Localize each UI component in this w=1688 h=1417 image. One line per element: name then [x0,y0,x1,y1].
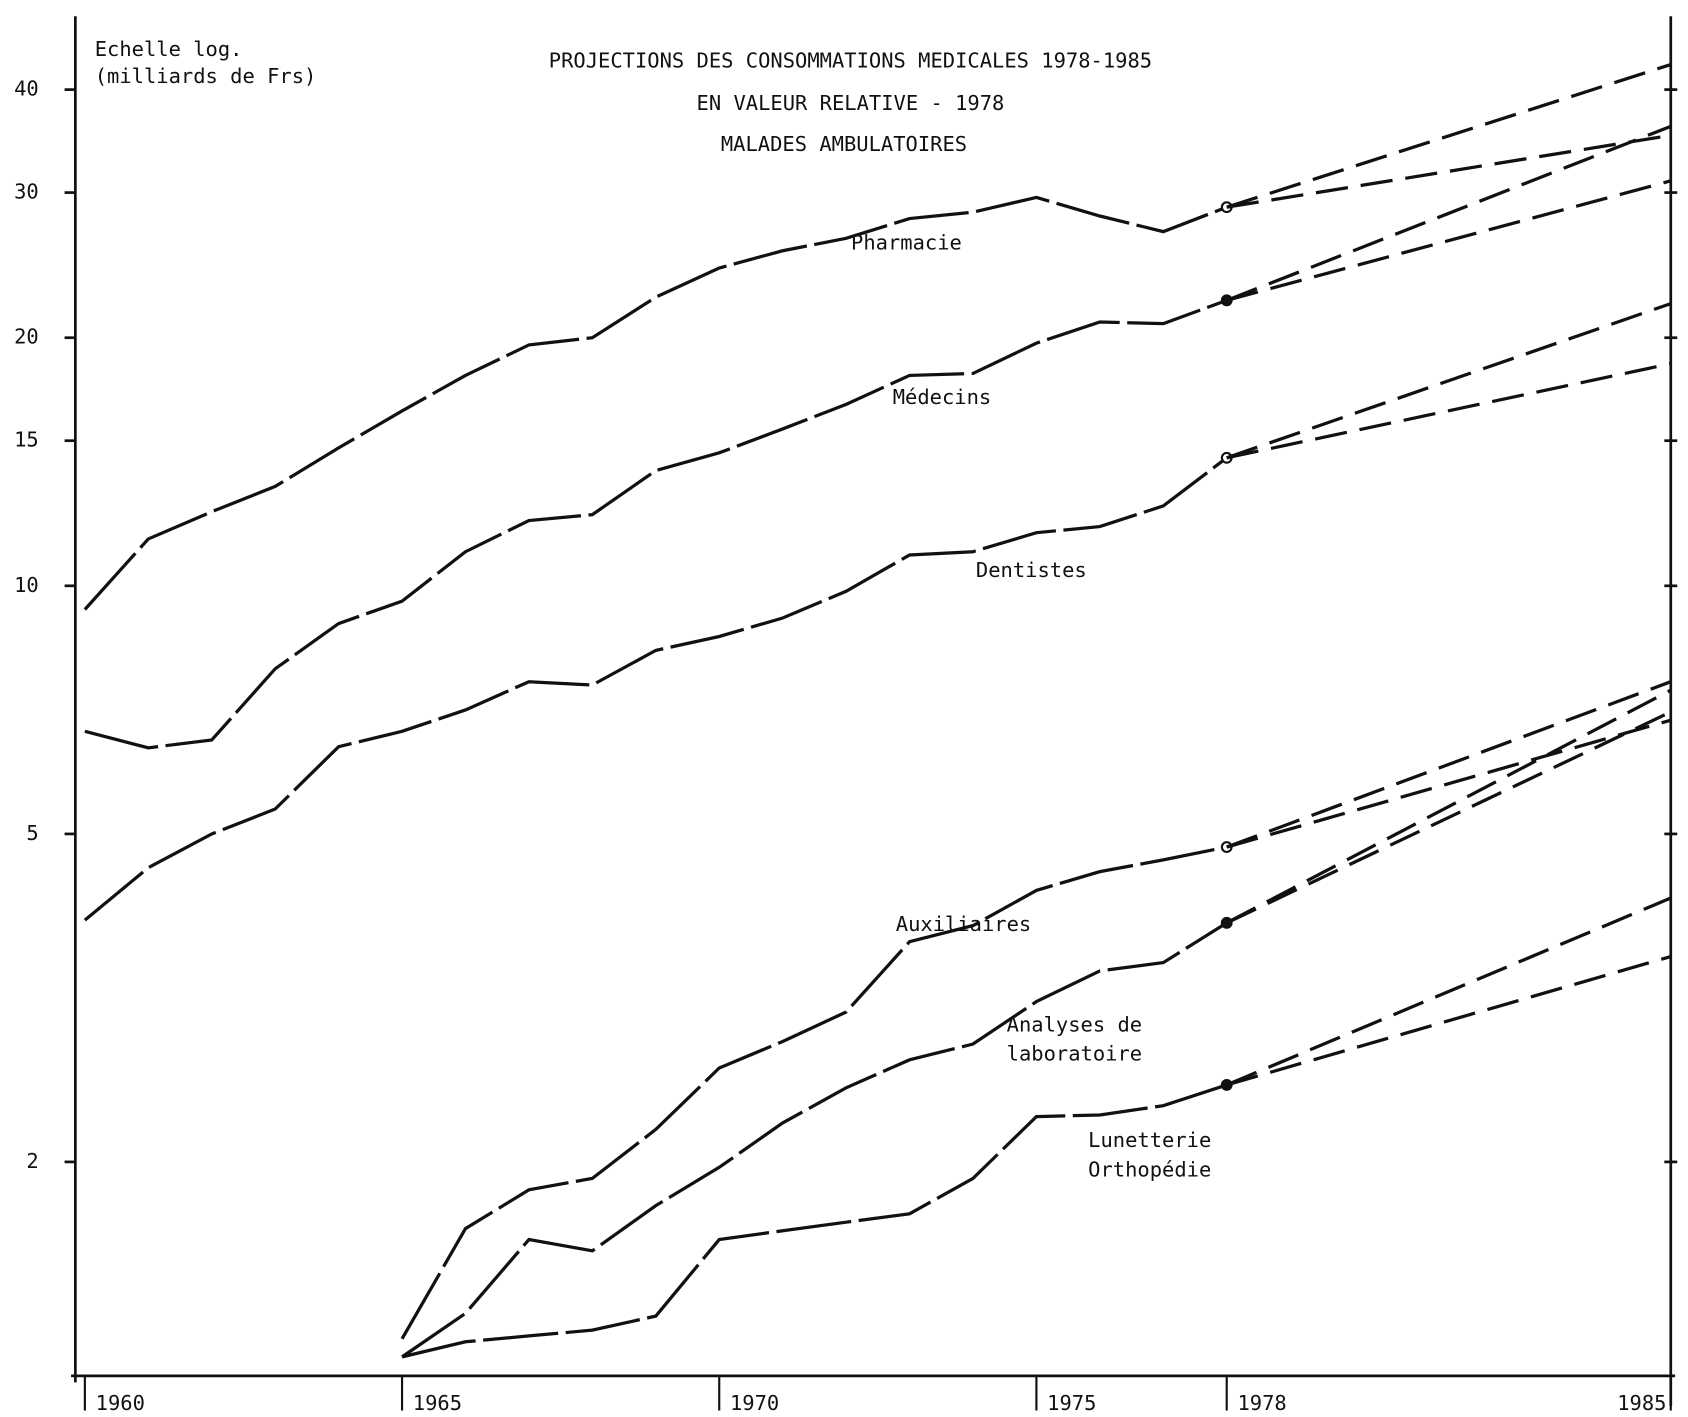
projection-line [1226,718,1672,849]
x-tick-label: 1970 [730,1391,779,1415]
chart-title: PROJECTIONS DES CONSOMMATIONS MEDICALES … [549,49,1152,73]
y-tick-label: 15 [14,428,39,452]
projection-line [1226,124,1672,302]
chart-subtitle: MALADES AMBULATOIRES [721,132,967,156]
x-tick-label: 1965 [413,1391,462,1415]
y-axis-label: (milliards de Frs) [95,64,317,88]
series-line [83,195,1228,611]
projection-line [1226,680,1672,849]
y-tick-label: 2 [26,1149,38,1173]
x-tick-label: 1975 [1047,1391,1096,1415]
series-label: Analyses de [1007,1012,1142,1036]
projection-line [1225,688,1672,925]
series-line [400,845,1228,1340]
series-label: Médecins [893,385,992,409]
x-tick-label: 1978 [1237,1391,1286,1415]
series-line [83,456,1228,922]
series-label: Dentistes [976,558,1087,582]
projection-line [1226,302,1672,460]
y-tick-label: 5 [26,821,38,845]
x-tick-label: 1960 [96,1391,145,1415]
y-tick-label: 10 [14,573,39,597]
projection-line [1226,954,1672,1087]
series-line [401,921,1228,1359]
projection-line [1226,133,1672,209]
series-label: Lunetterie [1088,1128,1211,1152]
series-label: Orthopédie [1088,1157,1211,1181]
chart-subtitle: EN VALEUR RELATIVE - 1978 [697,91,1005,115]
y-tick-label: 40 [14,77,39,101]
y-axis-label: Echelle log. [95,37,243,61]
projection-line [1226,362,1672,460]
series-line [401,1083,1228,1359]
projection-line [1226,896,1672,1087]
x-tick-label: 1985 [1617,1391,1666,1415]
projection-line [1226,63,1672,209]
series-label: Pharmacie [851,230,962,254]
projection-line [1226,710,1672,925]
series-label: Auxiliaires [896,912,1031,936]
y-tick-label: 20 [14,325,39,349]
y-tick-label: 30 [14,180,39,204]
series-label: laboratoire [1007,1042,1142,1066]
series-line [84,298,1228,750]
projection-line [1226,179,1672,302]
